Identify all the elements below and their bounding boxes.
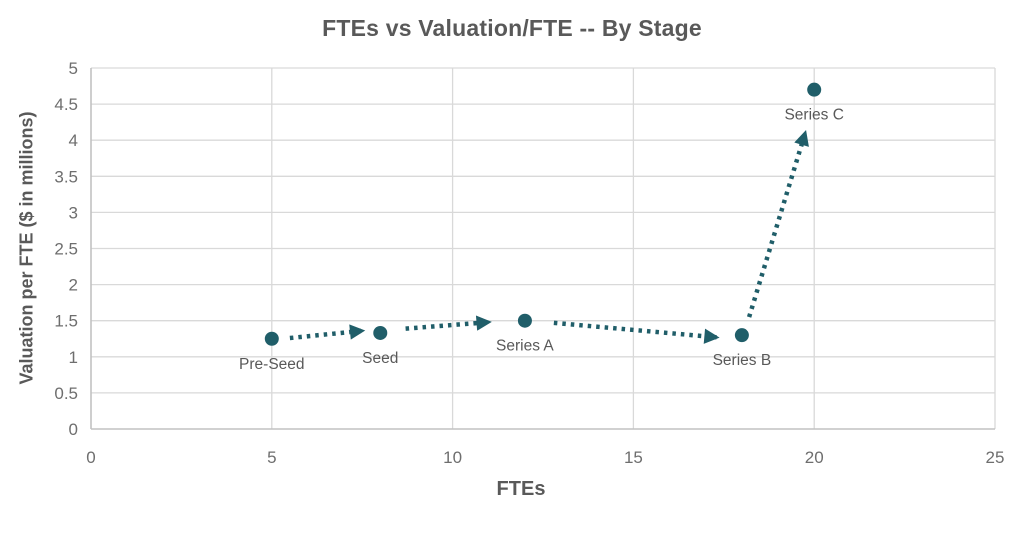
- stage-trend-arrow: [553, 320, 720, 344]
- x-tick-label: 5: [267, 448, 276, 467]
- y-axis-title: Valuation per FTE ($ in millions): [16, 111, 37, 385]
- data-point-series-b: [734, 328, 749, 343]
- y-tick-label: 5: [69, 59, 78, 78]
- y-tick-label: 3: [69, 203, 78, 222]
- y-tick-label: 1: [69, 348, 78, 367]
- data-point-label: Pre-Seed: [239, 356, 304, 373]
- data-point-seed: [373, 325, 388, 340]
- data-point-label: Series A: [496, 338, 554, 355]
- y-tick-label: 1.5: [54, 312, 78, 331]
- x-axis-title: FTEs: [496, 478, 546, 500]
- x-tick-label: 20: [805, 448, 824, 467]
- data-point-series-c: [807, 82, 822, 97]
- data-point-label: Seed: [362, 350, 398, 367]
- y-tick-label: 4: [69, 131, 78, 150]
- y-tick-label: 0.5: [54, 384, 78, 403]
- data-point-label: Series B: [713, 352, 772, 369]
- x-tick-label: 15: [624, 448, 643, 467]
- data-point-pre-seed: [264, 331, 279, 346]
- data-point-label: Series C: [784, 107, 843, 124]
- y-tick-label: 2: [69, 276, 78, 295]
- x-tick-label: 10: [443, 448, 462, 467]
- y-tick-label: 0: [69, 420, 78, 439]
- stage-trend-arrow: [746, 130, 809, 318]
- chart-title: FTEs vs Valuation/FTE -- By Stage: [322, 15, 702, 41]
- x-tick-label: 0: [86, 448, 95, 467]
- y-tick-label: 3.5: [54, 167, 78, 186]
- data-point-series-a: [517, 313, 532, 328]
- x-tick-label: 25: [986, 448, 1005, 467]
- y-tick-label: 4.5: [54, 95, 78, 114]
- stage-trend-arrow: [289, 324, 366, 341]
- y-tick-label: 2.5: [54, 240, 78, 259]
- stage-trend-arrow: [405, 315, 492, 331]
